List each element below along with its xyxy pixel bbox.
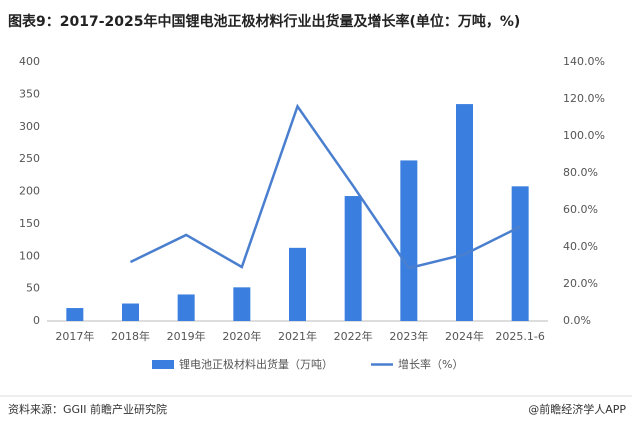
y-tick-label: 300 — [19, 120, 40, 133]
y-tick-label: 400 — [19, 55, 40, 68]
y-tick-label: 200 — [19, 185, 40, 198]
x-tick-label: 2019年 — [167, 329, 206, 343]
y2-tick-label: 100.0% — [563, 129, 605, 142]
x-tick-label: 2025.1-6 — [495, 330, 544, 343]
x-tick-label: 2017年 — [55, 329, 94, 343]
y2-tick-label: 140.0% — [563, 55, 605, 68]
source: 资料来源：GGII 前瞻产业研究院 — [8, 402, 167, 416]
bar — [400, 160, 418, 321]
x-tick-label: 2023年 — [389, 329, 428, 343]
x-tick-label: 2018年 — [111, 329, 150, 343]
y2-tick-label: 40.0% — [563, 240, 598, 253]
y-tick-label: 50 — [26, 282, 40, 295]
credit: @前瞻经济学人APP — [528, 402, 626, 416]
bar — [233, 287, 251, 321]
x-tick-label: 2021年 — [278, 329, 317, 343]
y2-tick-label: 0.0% — [563, 314, 591, 327]
y2-tick-label: 60.0% — [563, 203, 598, 216]
bar — [511, 186, 529, 321]
line — [129, 103, 521, 270]
x-tick-label: 2022年 — [334, 329, 373, 343]
y2-tick-label: 20.0% — [563, 277, 598, 290]
y2-tick-label: 80.0% — [563, 166, 598, 179]
y-tick-label: 100 — [19, 249, 40, 262]
y-tick-label: 350 — [19, 87, 40, 100]
y-tick-label: 250 — [19, 152, 40, 165]
bar — [122, 303, 139, 321]
bar — [456, 104, 473, 322]
legend-label: 锂电池正极材料出货量（万吨） — [179, 357, 333, 371]
chart-title: 图表9：2017-2025年中国锂电池正极材料行业出货量及增长率(单位：万吨，%… — [8, 13, 520, 30]
y-tick-label: 150 — [19, 217, 40, 230]
legend-swatch — [152, 360, 174, 369]
y2-tick-label: 120.0% — [563, 92, 605, 105]
bar — [344, 196, 362, 321]
x-tick-label: 2024年 — [445, 329, 484, 343]
legend-label: 增长率（%） — [398, 357, 463, 371]
bar — [177, 294, 195, 321]
x-tick-label: 2020年 — [222, 329, 261, 343]
bar — [289, 247, 306, 321]
bar — [66, 308, 84, 321]
y-tick-label: 0 — [33, 314, 40, 327]
